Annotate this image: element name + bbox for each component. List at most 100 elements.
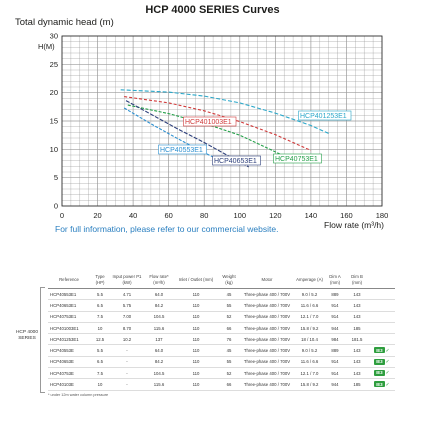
table-cell-pw: - (110, 378, 144, 391)
table-cell-am: 9.0 / 5.2 (294, 288, 325, 301)
table-row: HCP401003E1 10 8.70 115.6 110 66 Three-phase 4… (48, 322, 395, 335)
table-cell-pw: 4.71 (110, 288, 144, 301)
x-tick-label: 60 (164, 211, 172, 220)
series-line-hcp40753e1 (127, 104, 285, 157)
table-cell-mo: Three-phase 400 / 700V (240, 322, 294, 335)
table-cell-db: 143 (345, 311, 369, 323)
table-cell-db: 143 (345, 367, 369, 380)
table-cell-hp: 5.5 (90, 288, 110, 301)
table-cell-hp: 7.5 (90, 311, 110, 323)
table-cell-wt: 66 (218, 378, 240, 391)
table-cell-ie: IE3 ✓ (369, 356, 395, 369)
table-cell-wt: 66 (218, 322, 240, 335)
table-cell-pw: 8.70 (110, 322, 144, 335)
series-label-box (183, 116, 237, 127)
table-cell-ref: HCP40103E (48, 378, 90, 391)
header-input-power: Input power P1 (kW) (110, 271, 144, 289)
series-label: HCP 4000 SERIES (15, 330, 39, 341)
table-row: HCP40553E1 5.5 4.71 64.0 110 45 Three-phase 40… (48, 288, 395, 301)
table-cell-ref: HCP40753E1 (48, 311, 90, 323)
table-row: HCP40653E1 6.5 5.75 84.2 110 55 Three-phase 40… (48, 299, 395, 312)
table-cell-ie (369, 311, 395, 323)
y-axis-description: Total dynamic head (m) (15, 17, 114, 28)
table-cell-mo: Three-phase 400 / 700V (240, 378, 294, 391)
table-cell-db: 185 (345, 378, 369, 391)
table-cell-db: 143 (345, 299, 369, 312)
check-icon: ✓ (385, 347, 390, 354)
x-tick-label: 180 (376, 211, 389, 220)
table-cell-hp: 6.5 (90, 356, 110, 369)
table-cell-ie: IE3 ✓ (369, 378, 395, 391)
header-flow-rate: Flow rate* (m³/h) (144, 271, 174, 289)
table-cell-fr: 104.5 (144, 311, 174, 323)
table-cell-am: 15.8 / 9.2 (294, 378, 325, 391)
header-ie-class (369, 271, 395, 289)
table-cell-ref: HCP40653E1 (48, 299, 90, 312)
header-dim-b: Dim B (mm) (345, 271, 369, 289)
table-cell-fr: 64.0 (144, 288, 174, 301)
table-cell-mo: Three-phase 400 / 700V (240, 288, 294, 301)
header-type: Type (HP) (90, 271, 110, 289)
series-label-box (158, 144, 207, 155)
table-note: * under 12m water column pressure (48, 393, 109, 397)
check-icon: ✓ (385, 381, 390, 388)
table-cell-ie: IE3 ✓ (369, 344, 395, 357)
series-annotation: HCP40653E1 (214, 158, 257, 165)
table-cell-hp: 6.5 (90, 299, 110, 312)
table-cell-pw: - (110, 367, 144, 380)
pump-curves-chart: 0 20 40 60 80 100 120 140 160 180 0 5 10 15 20 25 30H(M)… (38, 32, 389, 231)
series-label-box (273, 153, 322, 164)
x-tick-label: 100 (234, 211, 247, 220)
footnote: For full information, please refer to ou… (55, 224, 279, 234)
table-cell-wt: 52 (218, 311, 240, 323)
table-cell-ref: HCP40553E1 (48, 288, 90, 301)
y-tick-label: 0 (54, 202, 58, 211)
y-tick-label: 10 (50, 145, 58, 154)
table-cell-mo: Three-phase 400 / 700V (240, 367, 294, 380)
x-tick-label: 80 (200, 211, 208, 220)
table-cell-am: 15.8 / 9.2 (294, 322, 325, 335)
table-cell-db: 143 (345, 288, 369, 301)
table-cell-io: 110 (174, 299, 218, 312)
table-row: HCP40103E 10-115.6 110 66 Three-phase 400 / … (48, 378, 395, 391)
table-row: HCP40753E 7.5-104.5 110 52 Three-phase 400 /… (48, 367, 395, 380)
table-cell-io: 110 (174, 311, 218, 323)
table-cell-pw: - (110, 356, 144, 369)
table-cell-da: 914 (325, 356, 345, 369)
table-cell-db: 185 (345, 322, 369, 335)
ie3-badge: IE3 (374, 369, 385, 376)
table-cell-ref: HCP401003E1 (48, 322, 90, 335)
table-cell-db: 143 (345, 356, 369, 369)
table-cell-fr: 104.5 (144, 367, 174, 380)
series-annotation: HCP401253E1 (300, 113, 347, 120)
table-cell-pw: 10.2 (110, 333, 144, 346)
table-cell-pw: - (110, 344, 144, 357)
table-cell-da: 984 (325, 333, 345, 346)
table-cell-wt: 76 (218, 333, 240, 346)
table-cell-mo: Three-phase 400 / 700V (240, 299, 294, 312)
ie3-badge: IE3 (374, 358, 385, 365)
table-cell-ref: HCP40753E (48, 367, 90, 380)
table-cell-mo: Three-phase 400 / 700V (240, 356, 294, 369)
table-cell-am: 18 / 10.4 (294, 333, 325, 346)
header-motor: Motor (240, 271, 294, 289)
header-amperage: Amperage (A) (294, 271, 325, 289)
series-annotation: HCP401003E1 (185, 119, 232, 126)
y-tick-label: 15 (50, 117, 58, 126)
header-inlet-outlet: Inlet / Outlet (mm) (174, 271, 218, 289)
spec-table: Reference Type (HP) Input power P1 (kW) … (48, 271, 395, 391)
table-cell-mo: Three-phase 400 / 700V (240, 311, 294, 323)
table-cell-wt: 55 (218, 299, 240, 312)
series-line-hcp401003e1 (124, 96, 312, 152)
table-body: HCP40553E1 5.5 4.71 64.0 110 45 Three-phase 40… (48, 288, 395, 391)
table-cell-io: 110 (174, 322, 218, 335)
y-tick-label: 5 (54, 173, 58, 182)
table-row: HCP40553E 5.5-64.0 110 45 Three-phase 400 / … (48, 344, 395, 357)
table-cell-am: 11.6 / 6.6 (294, 299, 325, 312)
table-row: HCP40653E 6.5-84.2 110 55 Three-phase 400 / … (48, 356, 395, 369)
y-axis-label: H(M) (38, 42, 55, 51)
table-cell-mo: Three-phase 400 / 700V (240, 333, 294, 346)
table-cell-fr: 115.6 (144, 322, 174, 335)
series-line-hcp40553e1 (123, 107, 223, 162)
table-cell-wt: 52 (218, 367, 240, 380)
